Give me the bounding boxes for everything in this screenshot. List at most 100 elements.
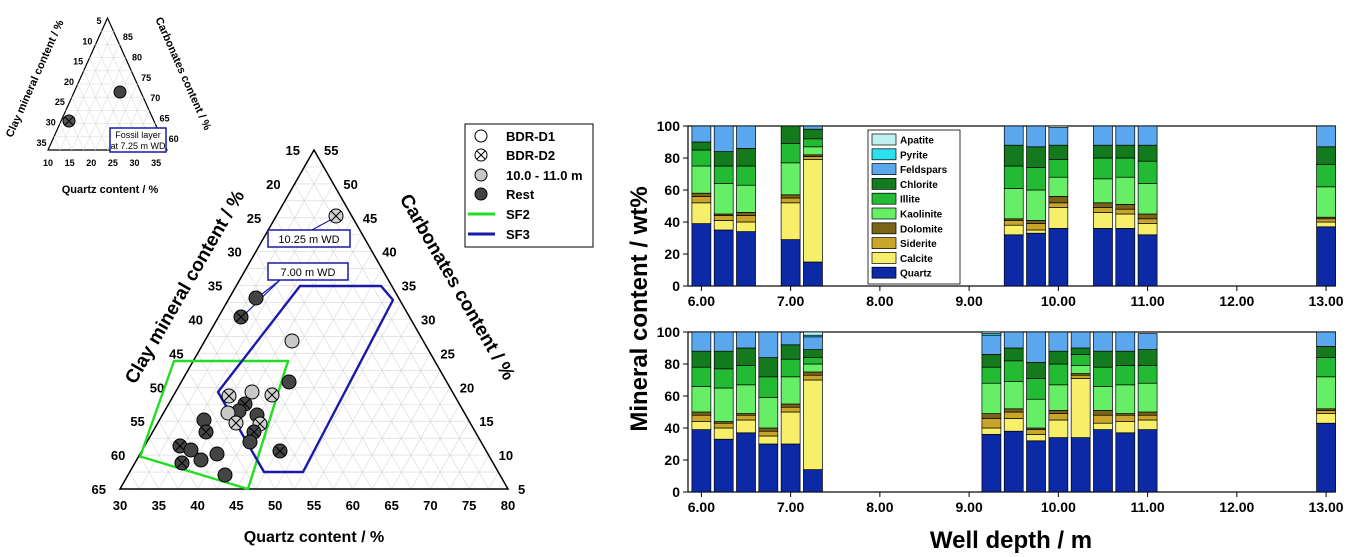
bar-segment-feldspars xyxy=(1070,331,1091,349)
inset-tick-labels: 10 15 20 25 30 35 5 10 15 20 25 30 35 85 80 75 70 65 60 xyxy=(37,16,179,168)
y-tick-label: 80 xyxy=(664,150,680,166)
bar-segment-dolomite xyxy=(981,413,1002,419)
right-tick-label: 45 xyxy=(363,211,377,226)
inset-left-tick: 10 xyxy=(82,36,92,46)
bar-segment-feldspars xyxy=(736,331,756,349)
grid-line xyxy=(488,471,499,490)
grid-line xyxy=(371,370,441,490)
bar-segment-quartz xyxy=(1137,429,1158,493)
y-tick-label: 20 xyxy=(664,246,680,262)
bottom-tick-label: 50 xyxy=(268,498,282,513)
left-tick-label: 45 xyxy=(169,346,183,361)
bar-segment-quartz xyxy=(1026,440,1046,493)
inset-sample-point xyxy=(113,85,127,99)
right-tick-label: 10 xyxy=(499,448,513,463)
bar-segment-feldspars xyxy=(1003,125,1024,146)
bar-segment-illite xyxy=(780,358,801,378)
bar-segment-kaolinite xyxy=(758,397,779,429)
bar-segment-siderite xyxy=(981,418,1002,429)
bar-segment-feldspars xyxy=(780,331,801,346)
main-sample-points xyxy=(172,208,344,483)
x-tick-label: 9.00 xyxy=(955,293,982,309)
bar-segment-kaolinite xyxy=(981,382,1002,414)
right-tick-label: 25 xyxy=(440,346,454,361)
bar-segment-calcite xyxy=(1070,378,1091,438)
legend-label-sf3: SF3 xyxy=(506,227,530,242)
bar-segment-illite xyxy=(713,165,734,184)
bar-segment-kaolinite xyxy=(1003,188,1024,220)
inset-left-tick: 15 xyxy=(73,57,83,67)
bar-segment-apatite xyxy=(803,331,823,336)
inset-left-tick: 5 xyxy=(96,16,101,26)
bar-segment-chlorite xyxy=(1048,144,1069,160)
x-tick-label: 12.00 xyxy=(1219,293,1254,309)
left-tick-label: 50 xyxy=(150,380,164,395)
bar-segment-dolomite xyxy=(691,411,712,416)
bar-segment-illite xyxy=(1093,157,1113,180)
grid-line xyxy=(255,251,392,490)
grid-line xyxy=(59,31,114,151)
bar-segment-dolomite xyxy=(1093,410,1113,416)
grid-line xyxy=(53,136,61,151)
bottom-tick-label: 30 xyxy=(113,498,127,513)
grid-line xyxy=(245,268,373,490)
bar-segment-calcite xyxy=(1026,434,1046,442)
bar-segment-chlorite xyxy=(1115,144,1136,159)
bar-segment-feldspars xyxy=(1093,331,1113,352)
right-tick-label: 30 xyxy=(421,313,435,328)
bottom-tick-label: 55 xyxy=(307,498,321,513)
sample-point xyxy=(217,467,233,483)
bar-segment-calcite xyxy=(1003,418,1024,432)
bar-segment-siderite xyxy=(1048,202,1069,208)
bar-segment-kaolinite xyxy=(1048,176,1069,197)
bar-segment-illite xyxy=(1316,164,1336,188)
legend-symbol-bdr-d1 xyxy=(474,129,488,143)
bar-segment-calcite xyxy=(1115,213,1136,229)
bar-segment-siderite xyxy=(780,406,801,413)
bar-segment-dolomite xyxy=(1137,411,1158,416)
grid-line xyxy=(83,57,126,151)
bar-segment-quartz xyxy=(1115,432,1136,493)
bar-segment-kaolinite xyxy=(1093,178,1113,204)
legend-swatch-kaolinite xyxy=(871,207,897,220)
bar-segment-quartz xyxy=(1003,430,1024,493)
bar-segment-siderite xyxy=(780,197,801,204)
grid-line xyxy=(294,302,402,490)
grid-line xyxy=(284,200,451,490)
legend-symbol-rest xyxy=(474,187,488,201)
inset-bottom-tick: 15 xyxy=(65,158,75,168)
bar-segment-quartz xyxy=(1093,228,1113,287)
y-tick-label: 100 xyxy=(657,118,681,134)
legend-label-grey: 10.0 - 11.0 m xyxy=(506,168,583,183)
bar-segment-kaolinite xyxy=(1316,376,1336,410)
right-tick-label: 55 xyxy=(324,143,338,158)
inset-right-tick: 85 xyxy=(123,32,133,42)
bar-segment-dolomite xyxy=(736,212,756,216)
legend-swatch-siderite xyxy=(871,237,897,249)
y-tick-label: 40 xyxy=(664,214,680,230)
annotation-700: 7.00 m WD xyxy=(280,267,335,279)
x-tick-label: 6.00 xyxy=(688,293,715,309)
bar-segment-kaolinite xyxy=(780,162,801,196)
main-tick-labels: 30 35 40 45 50 55 60 65 70 75 80152025303540455055… xyxy=(92,143,526,513)
bar-segment-chlorite xyxy=(1115,350,1136,366)
inset-right-tick: 60 xyxy=(169,134,179,144)
top-bars xyxy=(691,125,1336,287)
main-ternary: 30 35 40 45 50 55 60 65 70 75 80152025303540455055… xyxy=(92,143,526,546)
bar-segment-quartz xyxy=(1316,226,1336,287)
legend-label-pyrite: Pyrite xyxy=(900,150,928,161)
bar-segment-quartz xyxy=(713,438,734,493)
bar-segment-illite xyxy=(1115,157,1136,178)
x-tick-label: 8.00 xyxy=(866,499,893,515)
left-tick-label: 40 xyxy=(189,313,203,328)
bar-segment-siderite xyxy=(758,430,779,437)
bar-segment-siderite xyxy=(1003,220,1024,226)
ternary-legend-frame xyxy=(464,123,594,248)
bar-segment-feldspars xyxy=(1137,333,1158,350)
bar-segment-dolomite xyxy=(1026,220,1046,224)
bar-segment-siderite xyxy=(713,422,734,429)
bar-segment-siderite xyxy=(1137,414,1158,421)
bar-segment-siderite xyxy=(713,215,734,221)
legend-label-siderite: Siderite xyxy=(900,239,937,250)
bar-segment-calcite xyxy=(1093,422,1113,430)
